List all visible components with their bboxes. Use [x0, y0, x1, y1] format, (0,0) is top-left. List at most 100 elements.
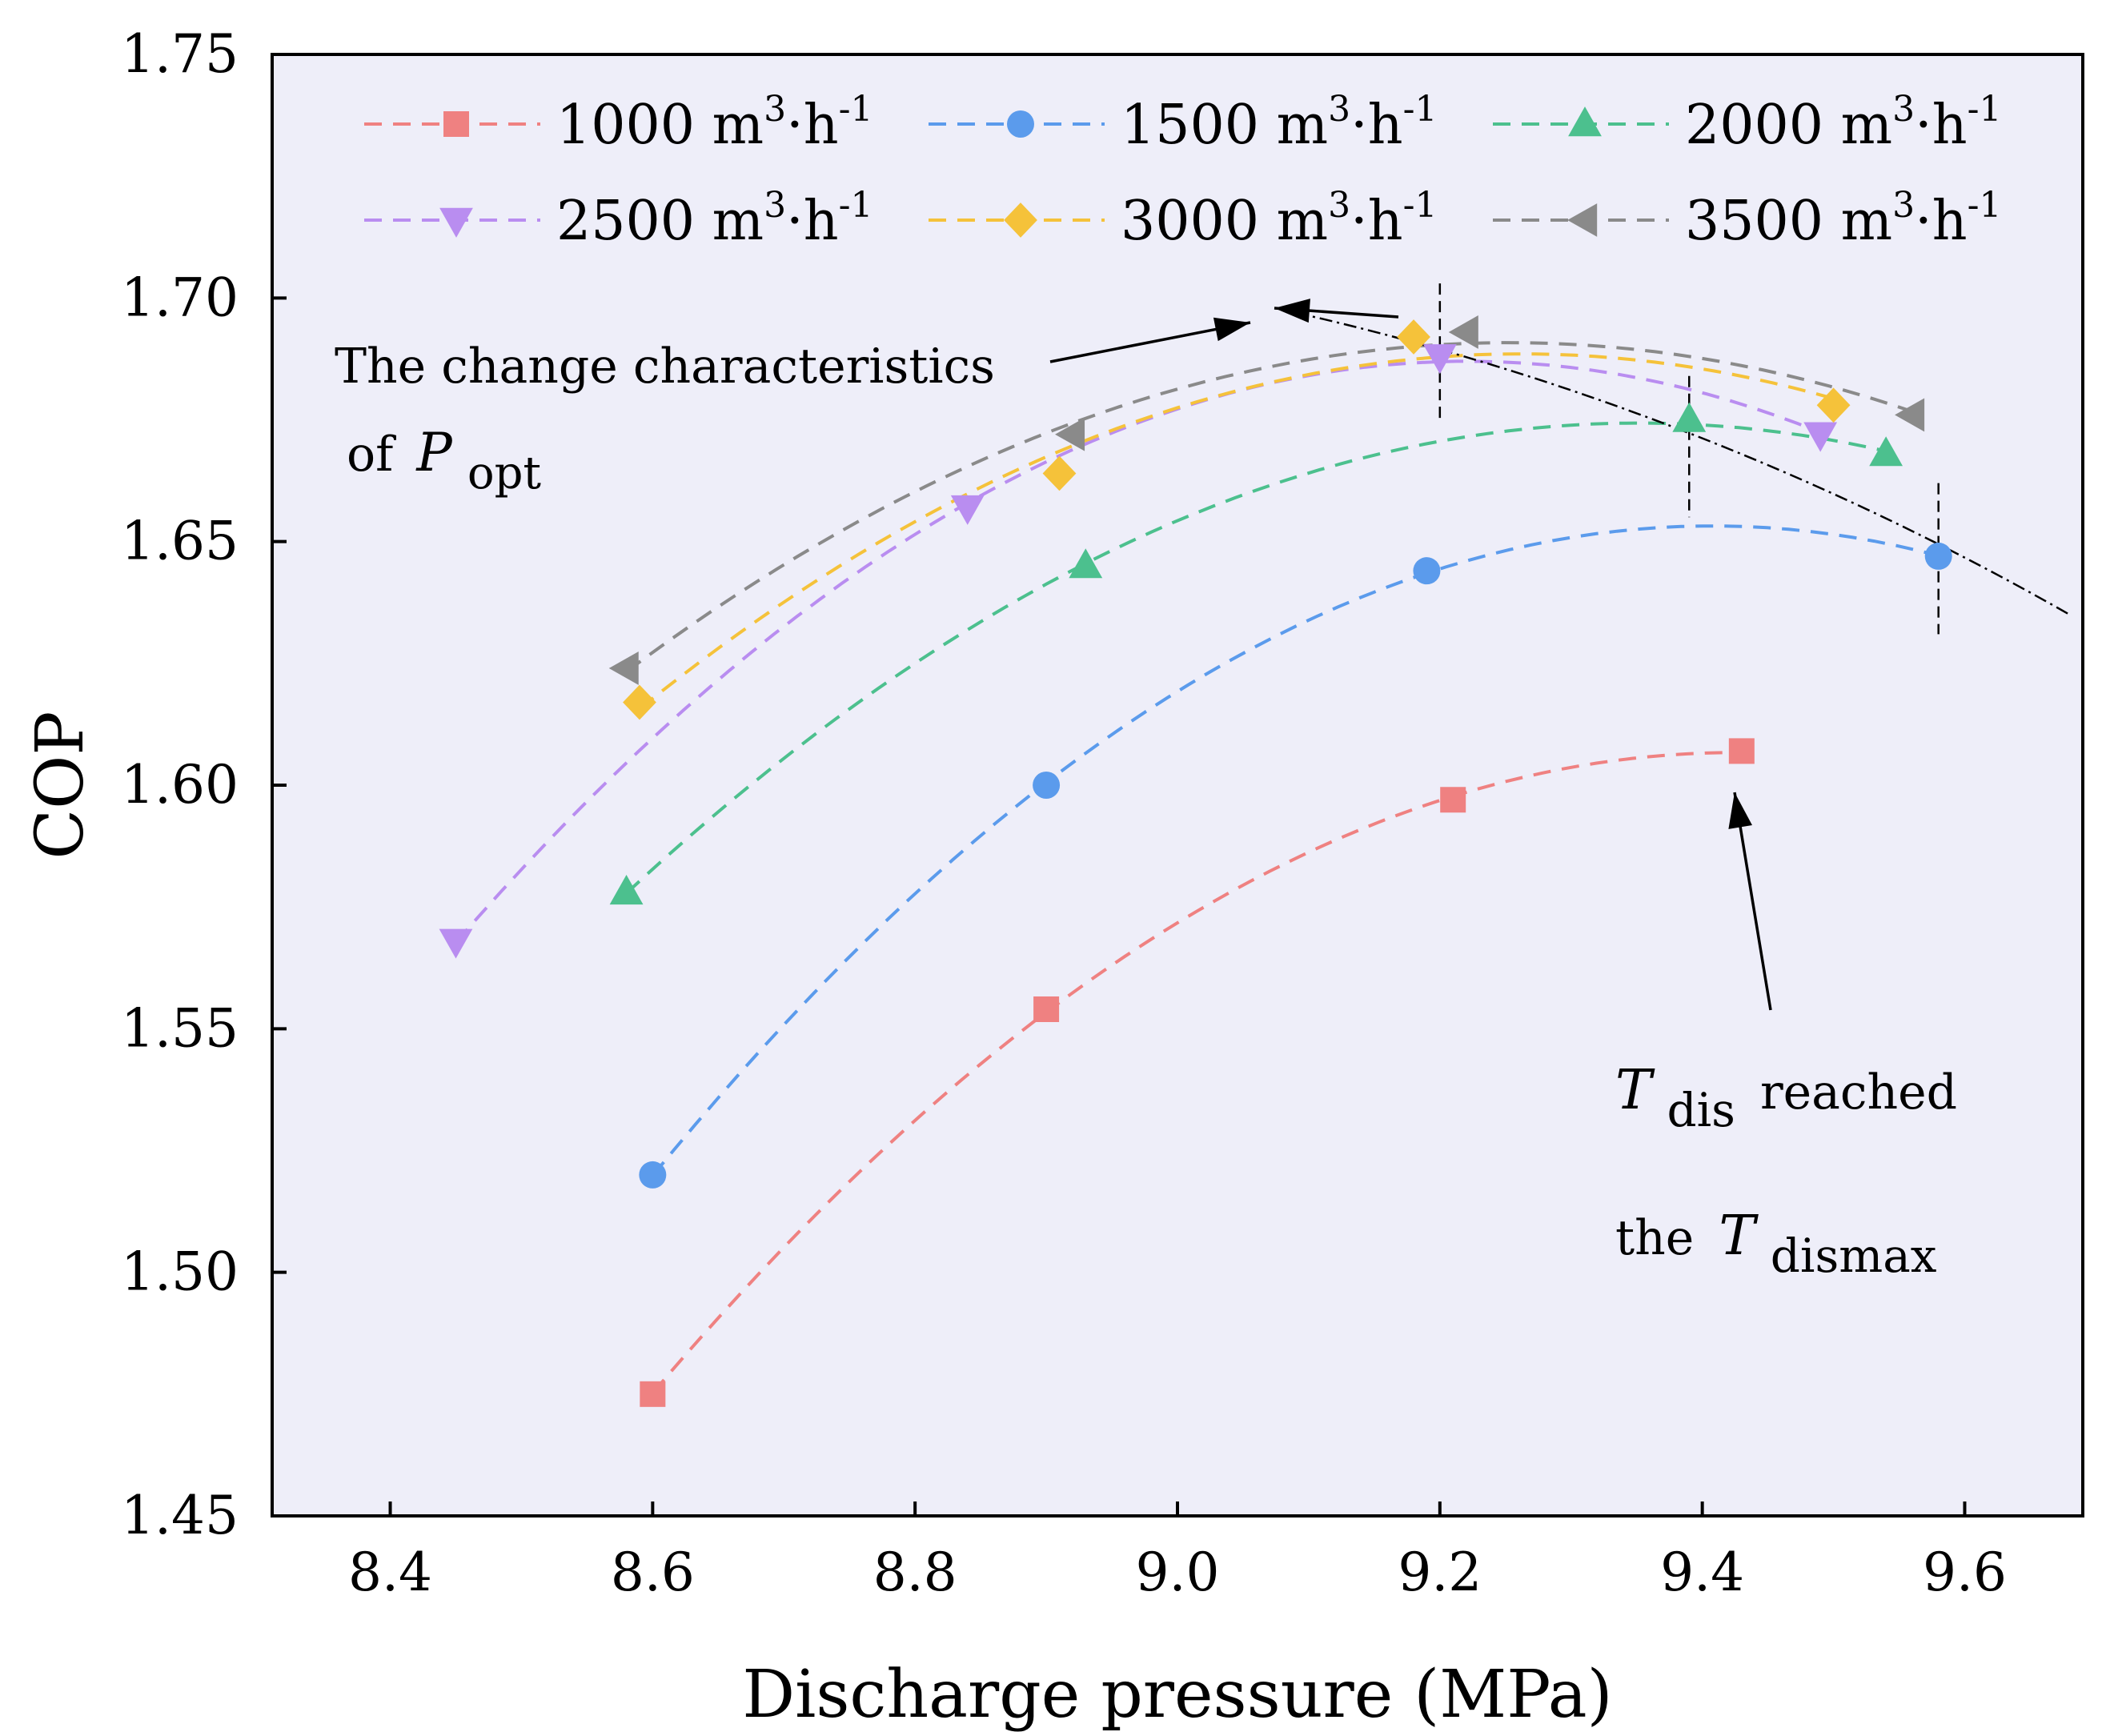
annotation-tdis: T dis reached the T dismax — [1615, 1059, 1957, 1283]
series-1000-curve — [651, 751, 1742, 1394]
x-axis-title: Discharge pressure (MPa) — [742, 1657, 1612, 1733]
popt-trend-line — [1295, 311, 2071, 616]
legend-unit-mid-3500: ·h — [1915, 190, 1967, 253]
legend-value-3000: 3000 — [1121, 190, 1277, 253]
arrow-tdis-shaft — [1733, 792, 1772, 1011]
series-1500-point-2 — [1033, 772, 1061, 799]
y-tick-label-1.60: 1.60 — [121, 754, 239, 816]
arrow-popt-trend-end — [1274, 299, 1399, 323]
series-3500-point-2 — [1055, 417, 1085, 451]
legend-unit-mid-2500: ·h — [786, 190, 838, 253]
fit-curves — [454, 341, 1940, 1394]
legend-label-3500: 3500 m3·h-1 — [1685, 185, 2001, 253]
annotation-tdismax-sub: dismax — [1771, 1229, 1937, 1283]
series-3500-point-4 — [1895, 398, 1925, 432]
series-3000-point-3 — [1397, 319, 1430, 355]
series-2000-point-3 — [1672, 402, 1707, 432]
legend-marker-3500 — [1567, 203, 1598, 237]
legend-unit-1000: m — [712, 94, 764, 157]
annotation-tdis-sub: dis — [1667, 1083, 1735, 1137]
x-tick-label-8.8: 8.8 — [873, 1542, 957, 1603]
legend-marker-2000 — [1568, 106, 1602, 137]
legend-unit-sup-b-3500: -1 — [1968, 185, 2002, 226]
arrow-popt-head — [1213, 317, 1250, 342]
annotation-tdismax-prefix: the — [1615, 1210, 1694, 1266]
y-axis: 1.45 1.50 1.55 1.60 1.65 1.70 1.75 — [121, 23, 287, 1546]
y-tick-label-1.70: 1.70 — [121, 267, 239, 328]
legend-unit-3500: m — [1841, 190, 1892, 253]
legend-unit-2000: m — [1841, 94, 1892, 157]
annotation-tdis-var: T — [1615, 1059, 1655, 1122]
annotation-tdis-line2: the T dismax — [1615, 1205, 1937, 1283]
legend-unit-sup-b-2000: -1 — [1968, 89, 2002, 130]
series-2000-point-4 — [1869, 436, 1903, 467]
y-tick-label-1.65: 1.65 — [121, 511, 239, 572]
arrow-popt — [1049, 317, 1251, 363]
annotation-popt-sub: opt — [467, 447, 542, 499]
series-1000-point-1 — [640, 1381, 666, 1407]
legend-value-2500: 2500 — [556, 190, 712, 253]
legend-item-3000: 3000 m3·h-1 — [929, 185, 1437, 253]
legend-unit-3000: m — [1277, 190, 1328, 253]
legend-unit-sup-b-1500: -1 — [1403, 89, 1438, 130]
legend-unit-sup-b-1000: -1 — [839, 89, 873, 130]
annotation-tdismax-var: T — [1719, 1205, 1759, 1268]
series-1000-point-2 — [1033, 996, 1060, 1022]
legend-unit-2500: m — [712, 190, 764, 253]
series-1500-point-1 — [639, 1161, 667, 1189]
legend-value-2000: 2000 — [1685, 94, 1841, 157]
series-1500-point-4 — [1924, 542, 1952, 570]
y-axis-title: COP — [22, 711, 98, 859]
y-tick-label-1.75: 1.75 — [121, 23, 239, 85]
series-1500-point-3 — [1413, 557, 1441, 585]
legend-unit-mid-1500: ·h — [1350, 94, 1402, 157]
annotation-popt-line2: of P opt — [347, 422, 541, 499]
legend-label-1000: 1000 m3·h-1 — [556, 89, 872, 157]
y-tick-label-1.50: 1.50 — [121, 1241, 239, 1303]
x-tick-label-9.6: 9.6 — [1923, 1542, 2007, 1603]
plot-area — [272, 54, 2083, 1516]
legend-unit-mid-1000: ·h — [786, 94, 838, 157]
annotation-popt-prefix: of — [347, 427, 396, 483]
annotation-arrows — [1049, 299, 1772, 1011]
series-3000-point-2 — [1042, 455, 1077, 491]
series-1500-curve — [651, 524, 1940, 1177]
legend-value-1000: 1000 — [556, 94, 712, 157]
series-2000-point-1 — [609, 875, 644, 905]
data-markers — [439, 315, 1952, 1407]
y-tick-label-1.45: 1.45 — [121, 1485, 239, 1546]
annotation-popt-line1: The change characteristics — [335, 339, 995, 395]
legend-marker-1500 — [1007, 110, 1034, 138]
legend-unit-sup-a-2500: 3 — [764, 185, 786, 226]
legend-unit-mid-3000: ·h — [1350, 190, 1402, 253]
series-3000-curve — [638, 352, 1835, 711]
annotation-popt: The change characteristics of P opt — [335, 339, 995, 499]
arrow-tdis — [1728, 792, 1772, 1011]
series-2000-point-2 — [1069, 548, 1103, 579]
legend-unit-sup-b-3000: -1 — [1403, 185, 1438, 226]
legend-marker-3000 — [1004, 202, 1037, 238]
legend-item-3500: 3500 m3·h-1 — [1493, 185, 2001, 253]
series-2500-point-2 — [950, 495, 985, 525]
legend-unit-sup-a-1000: 3 — [764, 89, 786, 130]
x-tick-label-9.0: 9.0 — [1136, 1542, 1220, 1603]
x-tick-label-9.2: 9.2 — [1398, 1542, 1482, 1603]
series-2500-point-1 — [439, 928, 473, 959]
legend-unit-sup-a-3000: 3 — [1328, 185, 1350, 226]
x-tick-label-8.4: 8.4 — [348, 1542, 432, 1603]
x-tick-label-8.6: 8.6 — [611, 1542, 695, 1603]
series-3500-point-1 — [608, 652, 639, 685]
legend-item-1500: 1500 m3·h-1 — [929, 89, 1437, 157]
arrow-popt-trend-end-head — [1274, 299, 1310, 323]
legend-label-3000: 3000 m3·h-1 — [1121, 185, 1437, 253]
arrow-tdis-head — [1728, 792, 1752, 829]
series-1000-point-4 — [1728, 738, 1755, 764]
legend-label-1500: 1500 m3·h-1 — [1121, 89, 1437, 157]
legend-unit-mid-2000: ·h — [1915, 94, 1967, 157]
x-axis: 8.4 8.6 8.8 9.0 9.2 9.4 9.6 — [348, 1501, 2007, 1603]
series-1000-point-3 — [1440, 787, 1466, 813]
series-2500-curve — [454, 359, 1821, 944]
legend-unit-1500: m — [1277, 94, 1328, 157]
